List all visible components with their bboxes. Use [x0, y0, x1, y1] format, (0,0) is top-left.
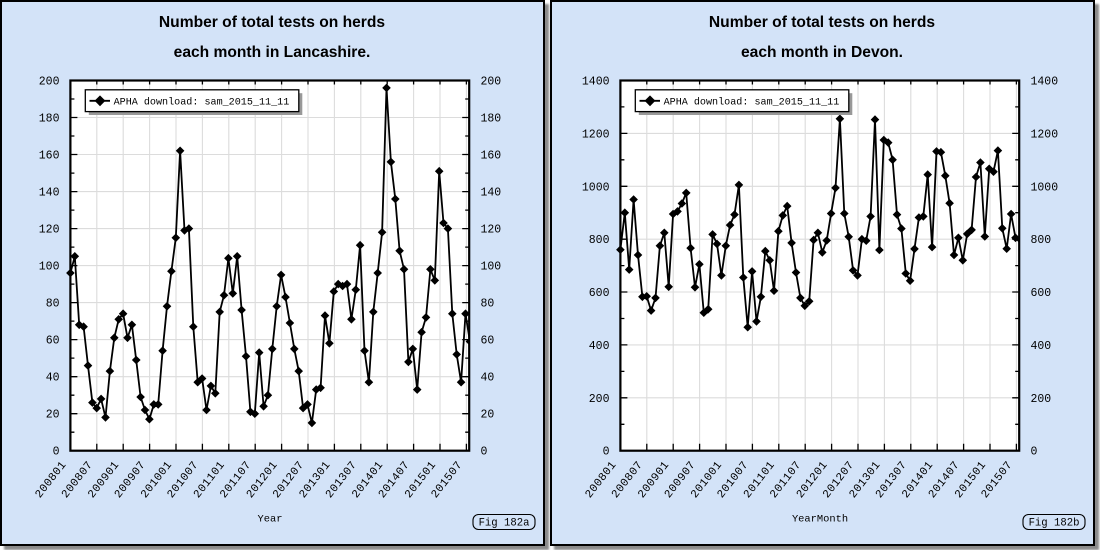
svg-text:80: 80 [46, 298, 60, 311]
svg-text:each month in Lancashire.: each month in Lancashire. [174, 44, 371, 61]
svg-text:each month in Devon.: each month in Devon. [741, 44, 903, 61]
svg-text:100: 100 [39, 261, 60, 274]
svg-text:40: 40 [46, 372, 60, 385]
svg-text:200: 200 [1031, 393, 1052, 406]
svg-text:0: 0 [1031, 446, 1038, 459]
svg-text:APHA download: sam_2015_11_11: APHA download: sam_2015_11_11 [114, 97, 290, 109]
svg-text:1400: 1400 [1031, 76, 1059, 89]
svg-text:0: 0 [53, 446, 60, 459]
svg-text:120: 120 [481, 224, 502, 237]
svg-text:200: 200 [589, 393, 610, 406]
svg-text:1400: 1400 [582, 76, 610, 89]
svg-text:180: 180 [481, 113, 502, 126]
svg-text:800: 800 [1031, 234, 1052, 247]
svg-text:600: 600 [589, 287, 610, 300]
svg-text:200: 200 [481, 76, 502, 89]
svg-text:YearMonth: YearMonth [792, 514, 848, 526]
svg-text:80: 80 [481, 298, 495, 311]
svg-text:0: 0 [603, 446, 610, 459]
svg-text:1200: 1200 [582, 128, 610, 141]
svg-text:100: 100 [481, 261, 502, 274]
svg-text:60: 60 [46, 335, 60, 348]
svg-text:200: 200 [39, 76, 60, 89]
svg-text:Year: Year [258, 514, 283, 526]
svg-text:60: 60 [481, 335, 495, 348]
svg-text:800: 800 [589, 234, 610, 247]
svg-text:120: 120 [39, 224, 60, 237]
svg-text:Fig 182b: Fig 182b [1029, 518, 1080, 530]
svg-text:Number of total tests on herds: Number of total tests on herds [159, 14, 385, 31]
svg-text:1200: 1200 [1031, 128, 1059, 141]
svg-text:Number of total tests on herds: Number of total tests on herds [709, 14, 935, 31]
svg-text:APHA download: sam_2015_11_11: APHA download: sam_2015_11_11 [664, 97, 840, 109]
svg-text:140: 140 [39, 187, 60, 200]
svg-text:400: 400 [589, 340, 610, 353]
svg-text:180: 180 [39, 113, 60, 126]
svg-text:Fig 182a: Fig 182a [479, 518, 530, 530]
svg-text:600: 600 [1031, 287, 1052, 300]
svg-text:400: 400 [1031, 340, 1052, 353]
svg-text:1000: 1000 [1031, 181, 1059, 194]
svg-text:20: 20 [481, 409, 495, 422]
svg-text:160: 160 [481, 150, 502, 163]
svg-text:40: 40 [481, 372, 495, 385]
svg-text:0: 0 [481, 446, 488, 459]
svg-text:20: 20 [46, 409, 60, 422]
svg-text:1000: 1000 [582, 181, 610, 194]
svg-text:140: 140 [481, 187, 502, 200]
svg-text:160: 160 [39, 150, 60, 163]
